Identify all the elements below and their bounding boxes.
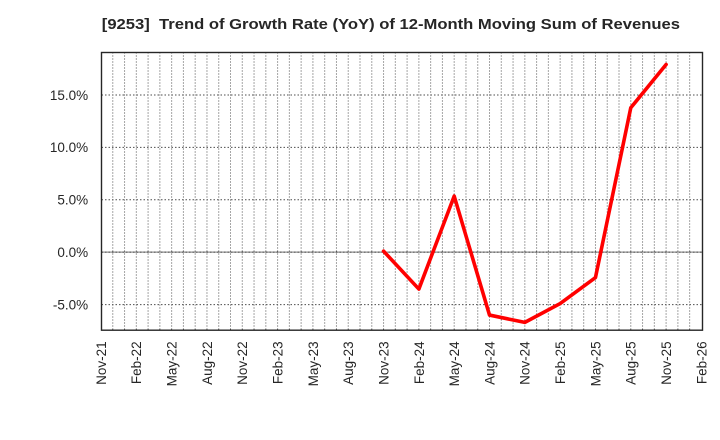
svg-text:5.0%: 5.0% — [57, 193, 88, 208]
svg-text:Feb-26: Feb-26 — [694, 341, 709, 384]
svg-text:15.0%: 15.0% — [50, 88, 88, 103]
svg-text:Feb-22: Feb-22 — [129, 341, 144, 384]
svg-text:Feb-23: Feb-23 — [271, 341, 286, 384]
svg-text:10.0%: 10.0% — [50, 140, 88, 155]
svg-text:Nov-22: Nov-22 — [235, 341, 250, 385]
svg-text:Aug-25: Aug-25 — [624, 341, 639, 385]
svg-text:Aug-24: Aug-24 — [482, 341, 497, 385]
svg-text:Aug-23: Aug-23 — [341, 341, 356, 385]
svg-text:Nov-25: Nov-25 — [659, 341, 674, 385]
svg-text:May-25: May-25 — [588, 341, 603, 386]
svg-text:[9253] Trend of Growth Rate (: [9253] Trend of Growth Rate (YoY) of 12-… — [102, 17, 680, 33]
svg-text:Nov-21: Nov-21 — [94, 341, 109, 385]
svg-text:0.0%: 0.0% — [57, 245, 88, 260]
svg-text:May-22: May-22 — [165, 341, 180, 386]
svg-text:Nov-23: Nov-23 — [376, 341, 391, 385]
svg-text:Nov-24: Nov-24 — [518, 341, 533, 385]
svg-text:Feb-24: Feb-24 — [412, 341, 427, 384]
svg-text:May-24: May-24 — [447, 341, 462, 387]
svg-text:Feb-25: Feb-25 — [553, 341, 568, 384]
svg-text:Aug-22: Aug-22 — [200, 341, 215, 385]
svg-text:May-23: May-23 — [306, 341, 321, 386]
svg-text:-5.0%: -5.0% — [53, 297, 88, 312]
